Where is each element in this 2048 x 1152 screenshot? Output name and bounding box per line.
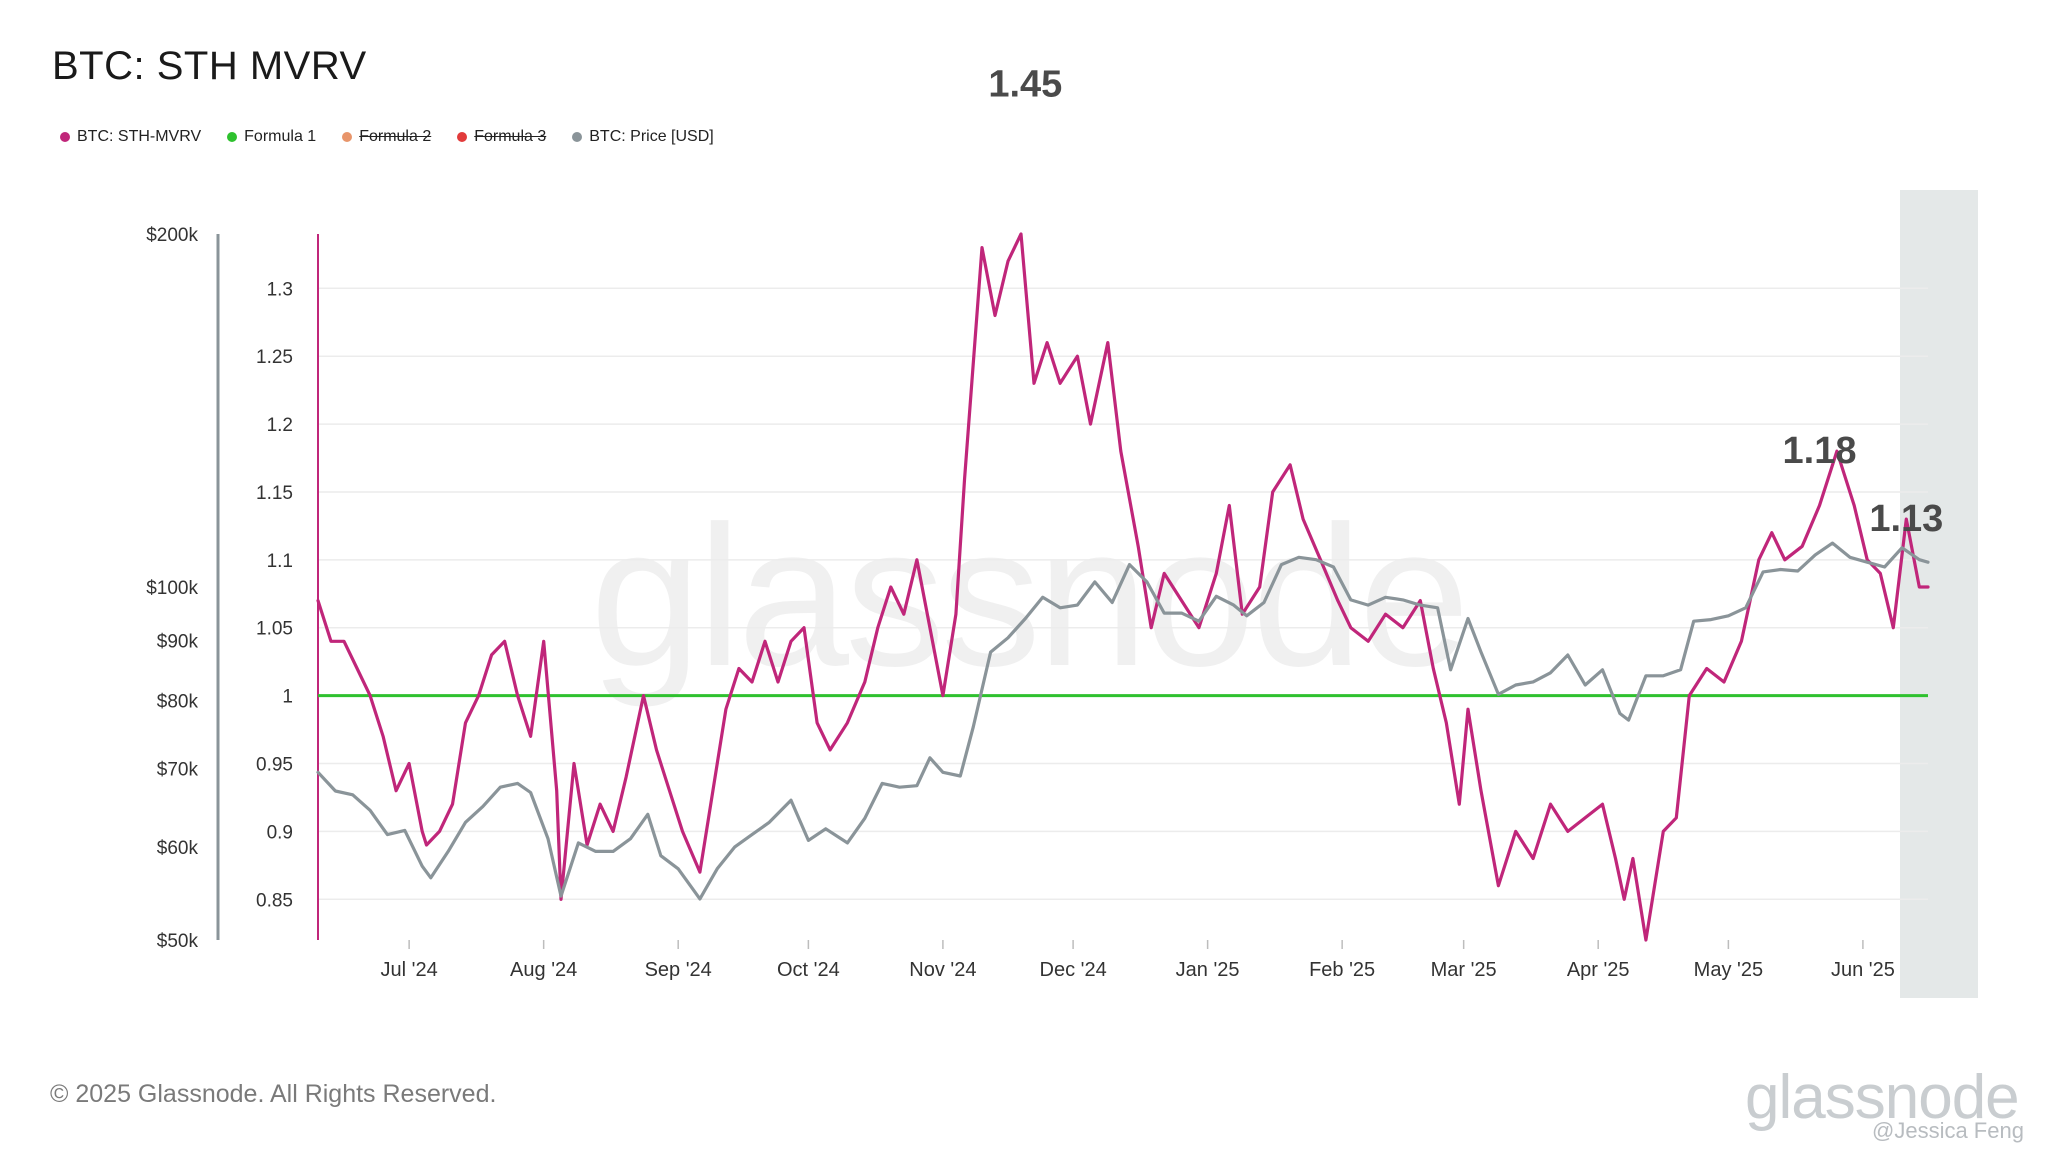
legend-label: Formula 3 [474, 128, 547, 145]
copyright-footer: © 2025 Glassnode. All Rights Reserved. [50, 1080, 497, 1108]
y-right-tick-label: 0.85 [256, 890, 293, 911]
legend-label: BTC: Price [USD] [589, 128, 714, 145]
legend-item-formula-2[interactable]: Formula 2 [342, 128, 431, 146]
y-left-tick-label: $60k [157, 838, 199, 859]
legend-dot-icon [342, 132, 353, 142]
axes: 1.3 1.25 1.2 1.15 1.1 1.05 1 0.95 0.9 0.85 $200k $1… [146, 225, 1895, 981]
peak-annotation: 1.13 [1869, 498, 1943, 540]
x-tick-label: Jul '24 [381, 959, 438, 981]
y-right-tick-label: 1.25 [256, 347, 293, 368]
y-left-tick-label: $80k [157, 692, 199, 713]
legend-label: Formula 1 [244, 128, 317, 145]
legend-item-formula-1[interactable]: Formula 1 [227, 128, 316, 146]
legend-dot-icon [227, 132, 238, 142]
y-left-tick-label: $200k [146, 225, 198, 246]
x-tick-label: Mar '25 [1431, 959, 1497, 981]
x-tick-label: Feb '25 [1309, 959, 1375, 981]
y-right-tick-label: 1.1 [267, 551, 293, 572]
y-left-tick-label: $90k [157, 632, 199, 653]
chart-title: BTC: STH MVRV [52, 44, 367, 88]
y-right-tick-label: 1 [282, 687, 293, 708]
annotations: 1.45 1.18 1.13 [988, 64, 1943, 540]
projection-shade [1900, 190, 1978, 998]
legend-dot-icon [457, 132, 468, 142]
legend-dot-icon [572, 132, 583, 142]
y-right-tick-label: 0.9 [267, 822, 293, 843]
legend-label: BTC: STH-MVRV [77, 128, 202, 145]
x-tick-label: Apr '25 [1567, 959, 1630, 981]
y-right-tick-label: 1.05 [256, 619, 293, 640]
peak-annotation: 1.18 [1783, 430, 1857, 472]
x-tick-label: Nov '24 [909, 959, 976, 981]
y-left-tick-label: $70k [157, 760, 199, 781]
peak-annotation: 1.45 [988, 64, 1062, 106]
sth-mvrv-line [316, 232, 1930, 942]
y-left-tick-label: $100k [146, 578, 198, 599]
legend-label: Formula 2 [359, 128, 432, 145]
legend-item-btc-price[interactable]: BTC: Price [USD] [572, 128, 714, 146]
series-layer [316, 232, 1930, 942]
legend: BTC: STH-MVRV Formula 1 Formula 2 Formul… [60, 128, 714, 146]
legend-dot-icon [60, 132, 70, 142]
y-right-tick-label: 1.3 [267, 279, 293, 300]
x-tick-label: Sep '24 [645, 959, 712, 981]
y-left-tick-label: $50k [157, 931, 199, 952]
brand-logo: glassnode [1745, 1063, 2020, 1132]
x-tick-label: May '25 [1694, 959, 1763, 981]
y-right-tick-label: 0.95 [256, 755, 293, 776]
x-tick-label: Jun '25 [1831, 959, 1895, 981]
x-tick-label: Oct '24 [777, 959, 840, 981]
y-right-tick-label: 1.15 [256, 483, 293, 504]
author-credit: @Jessica Feng [1872, 1118, 2024, 1143]
x-tick-label: Dec '24 [1040, 959, 1107, 981]
x-tick-label: Jan '25 [1176, 959, 1240, 981]
legend-item-formula-3[interactable]: Formula 3 [457, 128, 546, 146]
price-line [316, 541, 1930, 901]
legend-item-sth-mvrv[interactable]: BTC: STH-MVRV [60, 128, 201, 146]
x-tick-label: Aug '24 [510, 959, 577, 981]
y-right-tick-label: 1.2 [267, 415, 293, 436]
